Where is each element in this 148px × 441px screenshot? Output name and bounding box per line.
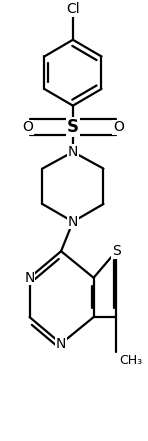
- Text: S: S: [112, 244, 121, 258]
- Text: O: O: [22, 120, 33, 135]
- Text: O: O: [113, 120, 124, 135]
- Text: N: N: [24, 271, 35, 285]
- Text: Cl: Cl: [66, 2, 80, 16]
- Text: S: S: [67, 118, 79, 136]
- Text: N: N: [56, 336, 66, 351]
- Text: N: N: [68, 145, 78, 159]
- Text: N: N: [68, 215, 78, 229]
- Text: CH₃: CH₃: [119, 354, 142, 366]
